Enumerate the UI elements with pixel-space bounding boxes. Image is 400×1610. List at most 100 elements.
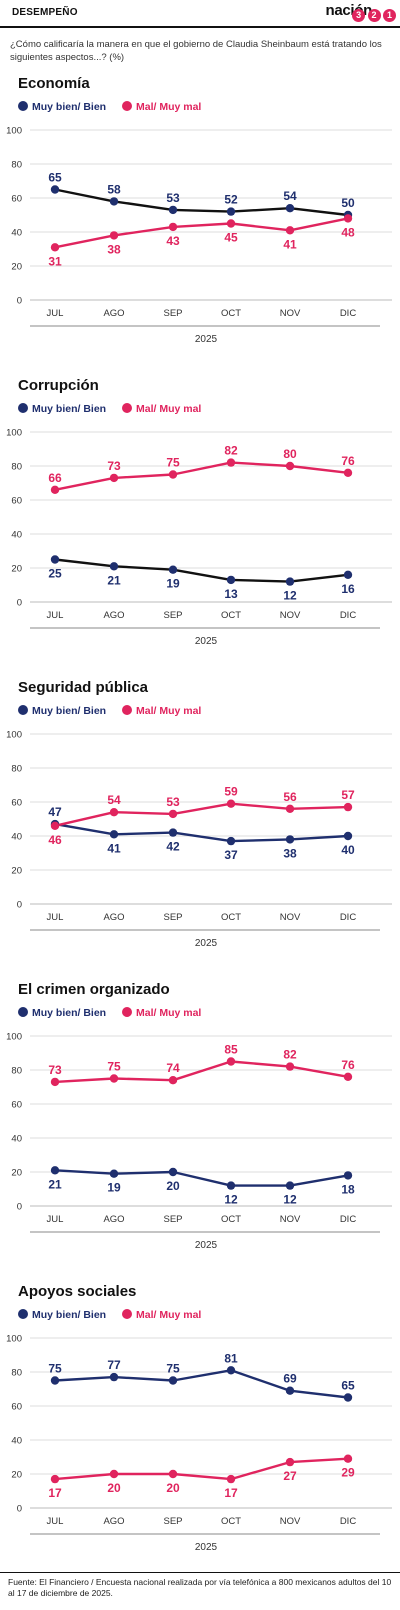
data-point <box>168 1376 178 1385</box>
x-tick-label: SEP <box>163 912 182 923</box>
series-line <box>54 558 349 583</box>
legend-marker <box>18 403 28 413</box>
brand-digit-1: 3 <box>352 9 366 22</box>
data-point <box>50 1077 60 1087</box>
data-label: 17 <box>48 1486 62 1500</box>
data-label: 59 <box>224 785 238 799</box>
data-label: 20 <box>166 1481 180 1495</box>
data-label: 27 <box>283 1469 297 1483</box>
legend-marker <box>122 1007 132 1017</box>
data-label: 73 <box>107 459 121 473</box>
chart-3: El crimen organizado Muy bien/ Bien Mal/ M… <box>6 981 392 1251</box>
data-point <box>343 1454 353 1463</box>
data-point <box>109 562 119 571</box>
data-point <box>168 828 178 837</box>
data-point <box>343 1171 353 1180</box>
x-tick-label: JUL <box>47 308 64 319</box>
x-tick-label: NOV <box>280 308 301 319</box>
data-point <box>285 577 295 586</box>
data-label: 57 <box>341 788 355 802</box>
brand-digit-3: 1 <box>383 9 396 22</box>
data-label: 73 <box>48 1063 62 1077</box>
data-point <box>50 555 60 564</box>
data-point <box>285 1062 295 1071</box>
data-point <box>50 185 60 194</box>
series-line <box>54 1369 349 1399</box>
series-line <box>54 1169 349 1187</box>
data-label: 56 <box>283 790 297 804</box>
data-point <box>109 473 119 483</box>
x-tick-label: JUL <box>47 1516 64 1527</box>
data-point <box>226 1366 236 1375</box>
legend-label: Muy bien/ Bien <box>32 1309 106 1321</box>
x-axis-label: 2025 <box>195 636 218 647</box>
y-tick-label: 20 <box>11 564 22 575</box>
series-line <box>54 461 349 491</box>
series-line <box>54 822 349 843</box>
data-label: 16 <box>341 582 355 596</box>
y-tick-label: 40 <box>11 1134 22 1145</box>
x-tick-label: JUL <box>47 912 64 923</box>
y-tick-label: 0 <box>17 598 22 609</box>
x-tick-label: JUL <box>47 610 64 621</box>
legend-label: Mal/ Muy mal <box>136 403 201 415</box>
y-tick-label: 0 <box>17 296 22 307</box>
legend-label: Mal/ Muy mal <box>136 705 201 717</box>
data-point <box>226 458 236 467</box>
legend-marker <box>18 1309 28 1319</box>
data-point <box>168 1076 178 1085</box>
legend-label: Mal/ Muy mal <box>136 1007 201 1019</box>
data-label: 37 <box>224 848 238 862</box>
data-point <box>109 808 119 817</box>
x-tick-label: AGO <box>103 308 124 319</box>
data-label: 85 <box>224 1043 238 1057</box>
data-label: 65 <box>48 171 62 185</box>
data-point <box>226 1474 236 1484</box>
data-point <box>285 204 295 213</box>
y-tick-label: 100 <box>6 126 22 137</box>
x-tick-label: NOV <box>280 1214 301 1225</box>
brand-badges: 3 2 1 <box>352 5 396 22</box>
y-tick-label: 100 <box>6 1334 22 1345</box>
legend-marker <box>18 705 28 715</box>
y-tick-label: 80 <box>11 160 22 171</box>
legend-marker <box>18 1007 28 1017</box>
x-tick-label: DIC <box>340 610 357 621</box>
chart-0: Economía Muy bien/ Bien Mal/ Muy mal 0 20 40 6… <box>6 75 392 345</box>
data-label: 19 <box>166 577 180 591</box>
x-tick-label: NOV <box>280 912 301 923</box>
data-label: 50 <box>341 196 355 210</box>
y-tick-label: 60 <box>11 1402 22 1413</box>
legend-marker <box>122 705 132 715</box>
data-point <box>168 205 178 215</box>
data-point <box>343 570 353 579</box>
legend-label: Mal/ Muy mal <box>136 1309 201 1321</box>
x-tick-label: NOV <box>280 1516 301 1527</box>
x-tick-label: JUL <box>47 1214 64 1225</box>
x-tick-label: SEP <box>163 1516 182 1527</box>
legend-marker <box>122 403 132 413</box>
x-axis-label: 2025 <box>195 938 218 949</box>
y-tick-label: 100 <box>6 428 22 439</box>
x-axis-label: 2025 <box>195 1240 218 1251</box>
x-tick-label: AGO <box>103 912 124 923</box>
data-point <box>109 1169 119 1178</box>
data-label: 31 <box>48 254 62 268</box>
data-label: 12 <box>283 1193 297 1207</box>
data-label: 76 <box>341 1058 355 1072</box>
series-line <box>54 217 349 249</box>
chart-2: Seguridad pública Muy bien/ Bien Mal/ Muy … <box>6 679 392 949</box>
data-point <box>168 565 178 574</box>
y-tick-label: 0 <box>17 1504 22 1515</box>
x-tick-label: SEP <box>163 1214 182 1225</box>
y-tick-label: 60 <box>11 1100 22 1111</box>
y-tick-label: 20 <box>11 1168 22 1179</box>
data-label: 41 <box>107 841 121 855</box>
x-tick-label: OCT <box>221 610 241 621</box>
data-point <box>343 1072 353 1081</box>
data-point <box>285 1181 295 1190</box>
data-label: 74 <box>166 1061 180 1075</box>
x-tick-label: AGO <box>103 610 124 621</box>
chart-1: Corrupción Muy bien/ Bien Mal/ Muy mal 0 20 4… <box>6 377 392 647</box>
source-note: Fuente: El Financiero / Encuesta naciona… <box>8 1577 392 1598</box>
